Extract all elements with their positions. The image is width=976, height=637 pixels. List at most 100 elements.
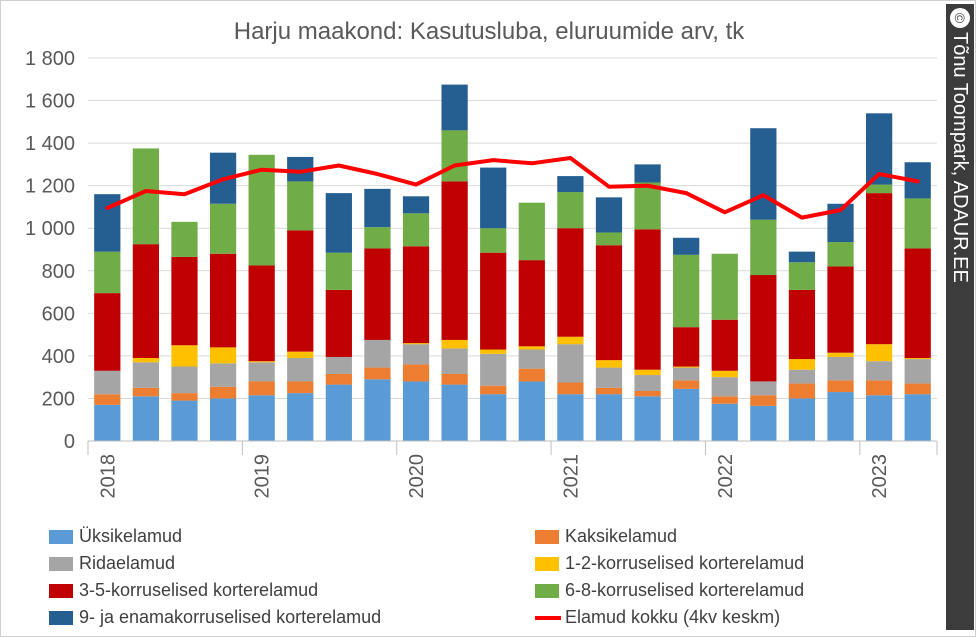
bar-segment [325, 356, 352, 374]
bar-segment [402, 381, 430, 441]
bar-segment [904, 248, 931, 359]
legend-label: Üksikelamud [79, 526, 183, 546]
bar-segment [865, 184, 893, 194]
bar-segment [904, 198, 931, 249]
total-line-series [105, 156, 920, 220]
bar-segment [441, 181, 468, 340]
bar-segment [634, 369, 661, 376]
legend-label: Elamud kokku (4kv keskm) [565, 607, 781, 627]
legend-item: 6-8-korruselised korterelamud [535, 577, 804, 604]
bar-segment [325, 252, 352, 290]
x-tick-label: 2019 [252, 454, 274, 499]
y-tick-label: 600 [42, 303, 75, 325]
bar-segment [402, 364, 430, 382]
bar-segment [402, 213, 430, 247]
bar-segment [788, 289, 816, 360]
bar-segment [750, 275, 777, 382]
bar-segment [248, 265, 275, 362]
y-tick-label: 1 600 [25, 91, 75, 113]
bar-segment [94, 404, 121, 441]
bar-segment [673, 366, 700, 368]
bar-segment [673, 367, 700, 381]
bar-segment [248, 381, 275, 396]
bar-segment [634, 390, 661, 397]
y-axis-ticks: 0 200 400 600 800 1 000 1 200 1 400 1 600 1 800 [25, 48, 75, 453]
x-axis: 2018 2019 2020 2021 2022 2023 [87, 440, 938, 499]
bar-segment [750, 405, 777, 441]
bar-segment [441, 384, 468, 441]
bar-segment [788, 369, 816, 384]
bar-segment [209, 203, 237, 254]
bar-segment [750, 128, 777, 220]
legend-label: 6-8-korruselised korterelamud [565, 580, 805, 600]
bar-segment [673, 237, 700, 255]
credit-text: © Tõnu Toompark, ADAUR.EE [947, 8, 973, 283]
bar-segment [673, 380, 700, 389]
bar-segment [634, 229, 661, 370]
bar-segment [865, 395, 893, 441]
bar-segment [171, 345, 198, 367]
legend-label: Ridaelamud [79, 553, 176, 573]
bar-segment [595, 367, 623, 388]
x-tick-label: 2018 [97, 454, 119, 499]
bar-segment [132, 244, 160, 359]
bar-segment [557, 382, 584, 395]
bar-segment [364, 339, 391, 368]
bar-segment [402, 343, 430, 345]
bar-segment [402, 196, 430, 214]
bar-segment [402, 246, 430, 344]
bar-segment [518, 260, 545, 347]
bar-segment [364, 188, 391, 228]
bar-segment [634, 375, 661, 391]
bar-segment [518, 349, 545, 369]
y-tick-label: 0 [64, 431, 75, 453]
credit-label: Tõnu Toompark, ADAUR.EE [949, 32, 971, 283]
bar-segment [94, 370, 121, 395]
bar-segment [750, 219, 777, 276]
bar-segment [711, 253, 738, 320]
bar-segment [557, 192, 584, 229]
bar-segment [132, 358, 160, 363]
x-tick-label: 2021 [560, 454, 582, 499]
bar-segment [557, 176, 584, 193]
y-tick-label: 800 [42, 261, 75, 283]
chart: Harju maakond: Kasutusluba, eluruumide a… [25, 18, 938, 499]
bar-segment [171, 256, 198, 346]
bar-segment [287, 351, 314, 359]
legend-item: Üksikelamud [49, 523, 182, 550]
bar-segment [402, 344, 430, 365]
legend: Üksikelamud Kaksikelamud Ridaelamud 1-2-kor… [49, 523, 939, 633]
bar-segment [94, 251, 121, 294]
legend-swatch [535, 529, 559, 544]
bar-segment [904, 383, 931, 395]
legend-label: 9- ja enamakorruselised korterelamud [79, 607, 382, 627]
bar-segment [441, 348, 468, 374]
bar-segment [750, 381, 777, 396]
total-line [105, 156, 920, 220]
bar-segment [364, 379, 391, 441]
x-tick-label: 2022 [715, 454, 737, 499]
y-tick-label: 200 [42, 388, 75, 410]
bar-segment [827, 266, 854, 353]
y-tick-label: 400 [42, 346, 75, 368]
bar-segment [595, 245, 623, 361]
bar-segment [480, 349, 507, 354]
bar-segment [287, 181, 314, 231]
bar-segment [750, 395, 777, 406]
bar-segment [171, 366, 198, 394]
bar-segment [711, 370, 738, 378]
bar-segment [209, 398, 237, 441]
bar-segment [595, 387, 623, 395]
bar-segment [171, 221, 198, 257]
y-tick-label: 1 800 [25, 48, 75, 70]
bar-segment [865, 193, 893, 345]
bar-segment [248, 361, 275, 363]
bar-segment [557, 394, 584, 441]
legend-item: Kaksikelamud [535, 523, 677, 550]
bar-segment [209, 386, 237, 399]
bar-segment [364, 227, 391, 249]
bar-segment [480, 353, 507, 386]
bar-segment [518, 202, 545, 261]
bar-segment [441, 84, 468, 131]
